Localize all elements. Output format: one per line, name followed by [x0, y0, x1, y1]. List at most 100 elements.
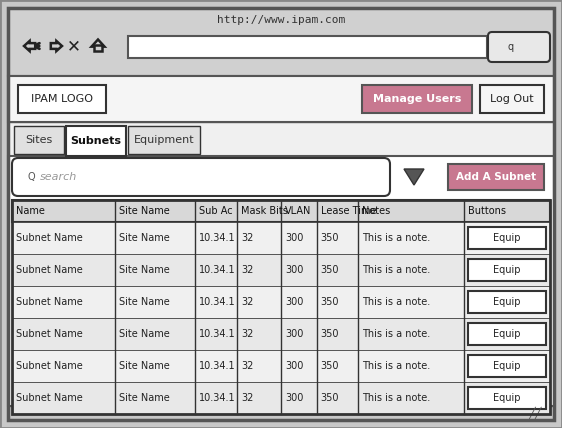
Bar [8, 122, 554, 156]
Text: ✕: ✕ [67, 37, 81, 55]
Bar [12, 222, 550, 254]
Text: ╱╱: ╱╱ [528, 407, 542, 419]
Text: Manage Users: Manage Users [373, 94, 461, 104]
Polygon shape [404, 169, 424, 185]
Text: q: q [508, 42, 514, 52]
Text: 32: 32 [241, 393, 253, 403]
Text: 350: 350 [320, 361, 339, 371]
Text: Equip: Equip [493, 265, 521, 275]
Text: 10.34.1: 10.34.1 [199, 329, 235, 339]
Text: 10.34.1: 10.34.1 [199, 297, 235, 307]
Polygon shape [51, 41, 62, 51]
Text: Subnet Name: Subnet Name [16, 297, 83, 307]
Text: This is a note.: This is a note. [362, 393, 430, 403]
Bar [8, 156, 554, 406]
Text: This is a note.: This is a note. [362, 329, 430, 339]
Text: Q: Q [28, 172, 35, 182]
Text: 32: 32 [241, 329, 253, 339]
Text: 350: 350 [320, 265, 339, 275]
Text: 10.34.1: 10.34.1 [199, 361, 235, 371]
Text: 10.34.1: 10.34.1 [199, 233, 235, 243]
Bar [12, 254, 550, 286]
Text: Notes: Notes [362, 206, 391, 216]
Text: search: search [40, 172, 77, 182]
Text: 350: 350 [320, 297, 339, 307]
Bar [12, 200, 550, 414]
Text: Buttons: Buttons [468, 206, 506, 216]
Text: Equip: Equip [493, 393, 521, 403]
Text: Equip: Equip [493, 297, 521, 307]
Bar [8, 406, 554, 420]
Text: Equipment: Equipment [134, 135, 194, 145]
Bar [18, 85, 106, 113]
Text: http://www.ipam.com: http://www.ipam.com [217, 15, 345, 25]
Text: Sites: Sites [25, 135, 53, 145]
Text: 32: 32 [241, 297, 253, 307]
Bar [8, 76, 554, 122]
Text: 350: 350 [320, 233, 339, 243]
Bar [468, 323, 546, 345]
Text: Subnet Name: Subnet Name [16, 265, 83, 275]
Text: Lease Time: Lease Time [320, 206, 376, 216]
Text: 32: 32 [241, 265, 253, 275]
Text: VLAN: VLAN [285, 206, 311, 216]
Text: This is a note.: This is a note. [362, 297, 430, 307]
Text: Site Name: Site Name [119, 233, 170, 243]
Text: Mask Bits: Mask Bits [241, 206, 288, 216]
Bar [448, 164, 544, 190]
Text: This is a note.: This is a note. [362, 233, 430, 243]
Text: Add A Subnet: Add A Subnet [456, 172, 536, 182]
Text: Site Name: Site Name [119, 297, 170, 307]
FancyBboxPatch shape [12, 158, 390, 196]
Text: Subnet Name: Subnet Name [16, 361, 83, 371]
Text: Name: Name [16, 206, 45, 216]
Text: Subnet Name: Subnet Name [16, 329, 83, 339]
Bar [94, 45, 102, 51]
Text: Subnet Name: Subnet Name [16, 233, 83, 243]
Bar [14, 126, 64, 154]
Text: IPAM LOGO: IPAM LOGO [31, 94, 93, 104]
Polygon shape [92, 39, 105, 47]
Bar [12, 350, 550, 382]
Text: Equip: Equip [493, 329, 521, 339]
Bar [128, 126, 200, 154]
Text: Site Name: Site Name [119, 393, 170, 403]
Text: Site Name: Site Name [119, 206, 170, 216]
Text: 10.34.1: 10.34.1 [199, 393, 235, 403]
Text: 300: 300 [285, 393, 303, 403]
Text: 300: 300 [285, 233, 303, 243]
Text: 32: 32 [241, 233, 253, 243]
Bar [468, 291, 546, 313]
Text: 10.34.1: 10.34.1 [199, 265, 235, 275]
FancyBboxPatch shape [488, 32, 550, 62]
Text: 300: 300 [285, 329, 303, 339]
Text: Equip: Equip [493, 361, 521, 371]
Text: 350: 350 [320, 393, 339, 403]
Text: Equip: Equip [493, 233, 521, 243]
Text: This is a note.: This is a note. [362, 361, 430, 371]
Text: 300: 300 [285, 361, 303, 371]
Text: Subnet Name: Subnet Name [16, 393, 83, 403]
Bar [12, 318, 550, 350]
Text: 300: 300 [285, 265, 303, 275]
Bar [12, 382, 550, 414]
Text: Site Name: Site Name [119, 265, 170, 275]
Bar [468, 355, 546, 377]
Text: Site Name: Site Name [119, 361, 170, 371]
Bar [8, 8, 554, 76]
Text: 350: 350 [320, 329, 339, 339]
Bar [468, 387, 546, 409]
Text: Sub Ac: Sub Ac [199, 206, 233, 216]
Bar [362, 85, 472, 113]
Text: This is a note.: This is a note. [362, 265, 430, 275]
Bar [468, 259, 546, 281]
Text: Site Name: Site Name [119, 329, 170, 339]
Bar [66, 126, 126, 156]
Bar [12, 286, 550, 318]
Text: Log Out: Log Out [490, 94, 534, 104]
Polygon shape [24, 41, 35, 51]
Bar [468, 227, 546, 249]
Text: 32: 32 [241, 361, 253, 371]
Bar [480, 85, 544, 113]
Bar [12, 200, 550, 222]
